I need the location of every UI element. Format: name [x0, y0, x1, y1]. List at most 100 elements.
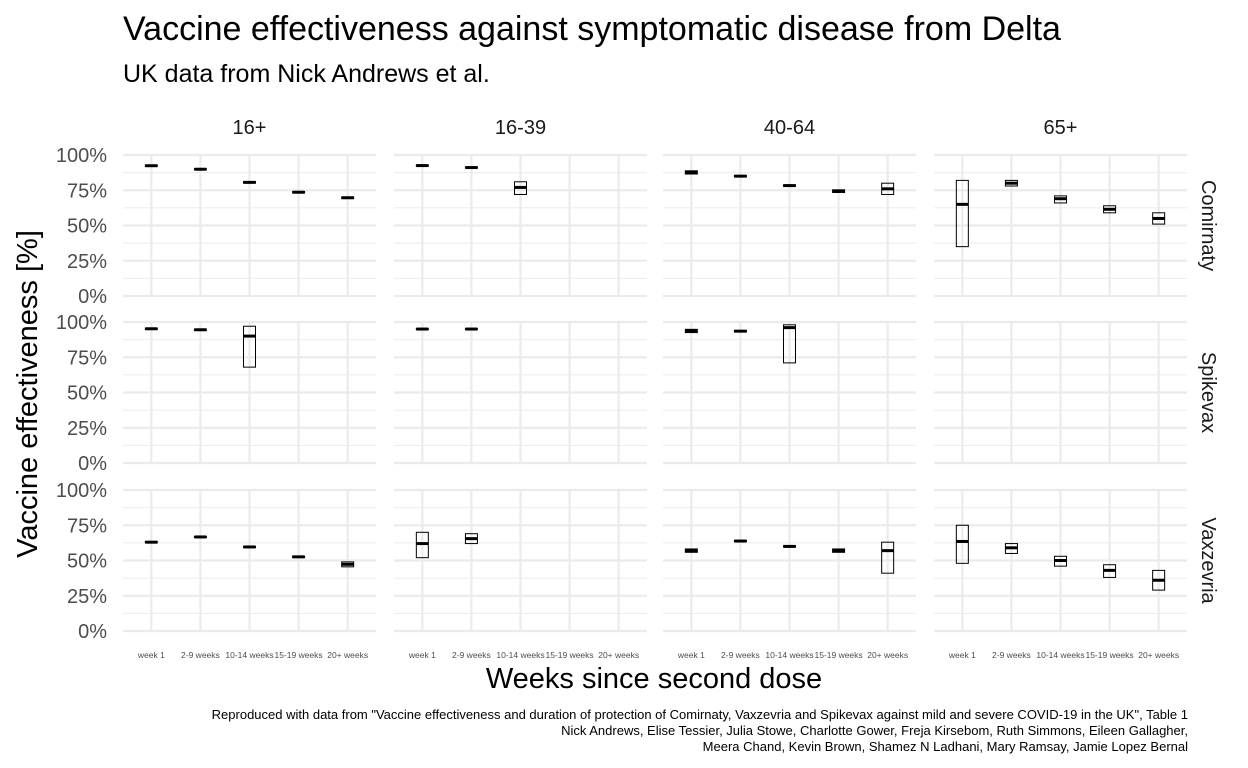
- crossbar-comirnaty-16-week-1: [144, 164, 158, 168]
- x-tick-label: 10-14 weeks: [225, 650, 273, 660]
- facet-col-label-16-39: 16-39: [495, 117, 546, 139]
- crossbar-spikevax-16-39-week-1: [415, 327, 429, 331]
- caption-line-3: Meera Chand, Kevin Brown, Shamez N Ladha…: [703, 739, 1188, 754]
- crossbar-vaxzevria-65-week-1: [955, 524, 969, 564]
- y-tick-label: 25%: [67, 586, 107, 608]
- panel-spikevax-16-39: [394, 320, 647, 465]
- crossbar-vaxzevria-16-2-9-weeks: [193, 535, 207, 539]
- crossbar-vaxzevria-65-10-14-weeks: [1054, 555, 1067, 567]
- crossbar-comirnaty-16-2-9-weeks: [193, 167, 207, 171]
- y-tick-label: 75%: [67, 515, 107, 537]
- facet-col-label-16: 16+: [233, 117, 267, 139]
- panel-vaxzevria-40-64: [663, 488, 916, 633]
- y-tick-label: 0%: [78, 453, 107, 475]
- x-tick-label: 2-9 weeks: [181, 650, 220, 660]
- panel-comirnaty-40-64: [663, 153, 916, 298]
- crossbar-comirnaty-65-10-14-weeks: [1054, 195, 1067, 204]
- crossbar-vaxzevria-40-64-week-1: [684, 548, 698, 553]
- panel-spikevax-65: [934, 320, 1187, 465]
- panel-spikevax-40-64: [663, 320, 916, 465]
- crossbar-vaxzevria-40-64-15-19-weeks: [832, 548, 846, 553]
- crossbar-spikevax-16-week-1: [144, 327, 158, 331]
- crossbar-comirnaty-16-20-weeks: [341, 196, 355, 200]
- crossbar-comirnaty-65-week-1: [955, 179, 969, 248]
- facet-row-label-comirnaty: Comirnaty: [1197, 180, 1219, 271]
- crossbar-box: [783, 324, 796, 364]
- y-tick-label: 100%: [56, 480, 107, 502]
- crossbar-comirnaty-16-39-10-14-weeks: [514, 181, 527, 195]
- panel-vaxzevria-65: [934, 488, 1187, 633]
- crossbar-vaxzevria-65-20-weeks: [1152, 569, 1166, 591]
- caption-line-2: Nick Andrews, Elise Tessier, Julia Stowe…: [561, 723, 1188, 738]
- crossbar-comirnaty-65-2-9-weeks: [1004, 179, 1018, 187]
- panel-comirnaty-16: [123, 153, 376, 298]
- crossbar-box: [881, 541, 895, 574]
- crossbar-comirnaty-65-15-19-weeks: [1103, 205, 1117, 214]
- x-tick-label: week 1: [137, 650, 165, 660]
- crossbar-vaxzevria-40-64-2-9-weeks: [733, 539, 747, 543]
- x-tick-label: 20+ weeks: [1138, 650, 1179, 660]
- x-tick-label: 20+ weeks: [867, 650, 908, 660]
- y-tick-label: 25%: [67, 251, 107, 273]
- crossbar-spikevax-40-64-10-14-weeks: [783, 324, 796, 364]
- panel-vaxzevria-16-39: [394, 488, 647, 633]
- crossbar-comirnaty-16-10-14-weeks: [243, 180, 256, 184]
- crossbar-box: [955, 524, 969, 564]
- facet-row-label-spikevax: Spikevax: [1197, 352, 1219, 433]
- crossbar-vaxzevria-16-15-19-weeks: [292, 555, 306, 559]
- crossbar-comirnaty-16-15-19-weeks: [292, 190, 306, 194]
- crossbar-spikevax-40-64-week-1: [684, 328, 698, 334]
- y-tick-label: 100%: [56, 145, 107, 167]
- caption-line-1: Reproduced with data from "Vaccine effec…: [212, 707, 1188, 722]
- y-tick-label: 0%: [78, 621, 107, 643]
- crossbar-comirnaty-40-64-15-19-weeks: [832, 189, 846, 194]
- x-tick-label: 2-9 weeks: [721, 650, 760, 660]
- crossbar-vaxzevria-16-20-weeks: [341, 561, 355, 568]
- x-tick-label: 15-19 weeks: [545, 650, 593, 660]
- y-axis-title: Vaccine effectiveness [%]: [12, 230, 44, 558]
- x-tick-label: 10-14 weeks: [496, 650, 544, 660]
- x-tick-label: 2-9 weeks: [992, 650, 1031, 660]
- facet-panels: 16+ 16-39 40-64 65+ Comirnaty Spikevax Vaxzevr…: [56, 117, 1219, 660]
- crossbar-comirnaty-40-64-week-1: [684, 170, 698, 175]
- x-tick-label: 15-19 weeks: [814, 650, 862, 660]
- crossbar-spikevax-40-64-2-9-weeks: [733, 329, 747, 333]
- y-tick-label: 50%: [67, 216, 107, 238]
- panel-comirnaty-16-39: [394, 153, 647, 298]
- crossbar-spikevax-16-39-2-9-weeks: [464, 327, 478, 331]
- crossbar-vaxzevria-65-15-19-weeks: [1103, 564, 1117, 578]
- x-tick-label: 10-14 weeks: [1036, 650, 1084, 660]
- crossbar-vaxzevria-40-64-20-weeks: [881, 541, 895, 574]
- crossbar-comirnaty-16-39-2-9-weeks: [464, 166, 478, 170]
- crossbar-comirnaty-40-64-20-weeks: [881, 182, 895, 195]
- facet-col-label-40-64: 40-64: [764, 117, 815, 139]
- facet-row-label-vaxzevria: Vaxzevria: [1197, 517, 1219, 604]
- crossbar-vaxzevria-40-64-10-14-weeks: [783, 544, 796, 548]
- panel-vaxzevria-16: [123, 488, 376, 633]
- chart-subtitle: UK data from Nick Andrews et al.: [123, 60, 490, 88]
- y-tick-label: 100%: [56, 312, 107, 334]
- y-tick-label: 0%: [78, 286, 107, 308]
- y-tick-label: 25%: [67, 418, 107, 440]
- crossbar-vaxzevria-16-39-2-9-weeks: [464, 533, 478, 545]
- facet-col-label-65: 65+: [1044, 117, 1078, 139]
- crossbar-spikevax-16-2-9-weeks: [193, 328, 207, 332]
- panel-comirnaty-65: [934, 153, 1187, 298]
- crossbar-spikevax-16-10-14-weeks: [243, 325, 256, 368]
- x-tick-label: 20+ weeks: [327, 650, 368, 660]
- x-tick-label: 2-9 weeks: [452, 650, 491, 660]
- y-tick-label: 50%: [67, 551, 107, 573]
- y-tick-label: 75%: [67, 347, 107, 369]
- x-tick-label: week 1: [677, 650, 705, 660]
- x-tick-label: 20+ weeks: [598, 650, 639, 660]
- x-tick-label: 10-14 weeks: [765, 650, 813, 660]
- crossbar-comirnaty-40-64-2-9-weeks: [733, 174, 747, 178]
- crossbar-vaxzevria-16-39-week-1: [415, 531, 429, 559]
- x-tick-label: 15-19 weeks: [274, 650, 322, 660]
- crossbar-comirnaty-40-64-10-14-weeks: [783, 184, 796, 188]
- chart-title: Vaccine effectiveness against symptomati…: [123, 10, 1061, 48]
- crossbar-vaxzevria-65-2-9-weeks: [1004, 543, 1018, 554]
- y-tick-label: 75%: [67, 180, 107, 202]
- panel-spikevax-16: [123, 320, 376, 465]
